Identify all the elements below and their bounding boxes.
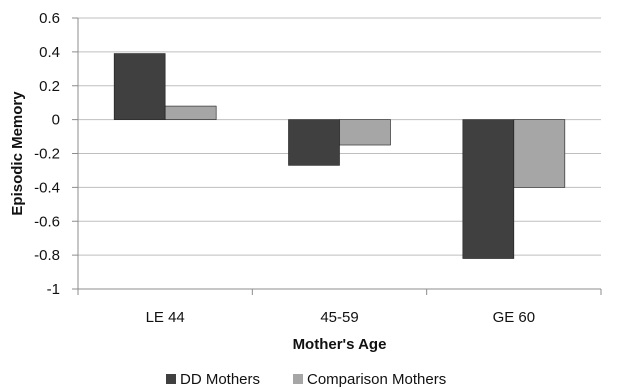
y-tick-label: -1	[47, 281, 60, 298]
bar-dd-mothers	[462, 119, 515, 259]
legend-label: Comparison Mothers	[307, 371, 446, 388]
x-axis-title: Mother's Age	[293, 336, 387, 353]
y-tick-label: -0.2	[34, 146, 60, 163]
y-tick-label: 0.6	[39, 10, 60, 27]
legend: DD Mothers Comparison Mothers	[166, 371, 446, 388]
y-tick-label: 0	[52, 112, 60, 129]
legend-swatch	[293, 374, 303, 384]
y-tick-label: 0.2	[39, 78, 60, 95]
bar-dd-mothers	[288, 119, 340, 166]
bar-comparison-mothers	[513, 119, 566, 188]
axes	[72, 17, 602, 295]
y-tick-label: -0.8	[34, 247, 60, 264]
bar-dd-mothers	[113, 53, 166, 120]
bars	[113, 53, 566, 259]
legend-swatch	[166, 374, 176, 384]
x-tick-label: GE 60	[493, 309, 536, 326]
y-tick-labels: 0.6 0.4 0.2 0 -0.2 -0.4 -0.6 -0.8 -1	[34, 10, 60, 298]
y-tick-label: 0.4	[39, 44, 60, 61]
legend-label: DD Mothers	[180, 371, 260, 388]
y-tick-label: -0.4	[34, 179, 60, 196]
bar-comparison-mothers	[339, 119, 391, 146]
y-axis-title: Episodic Memory	[9, 91, 26, 216]
y-tick-label: -0.6	[34, 213, 60, 230]
x-tick-label: LE 44	[146, 309, 185, 326]
bar-comparison-mothers	[164, 105, 217, 120]
x-tick-labels: LE 44 45-59 GE 60	[146, 309, 536, 326]
x-tick-label: 45-59	[320, 309, 358, 326]
